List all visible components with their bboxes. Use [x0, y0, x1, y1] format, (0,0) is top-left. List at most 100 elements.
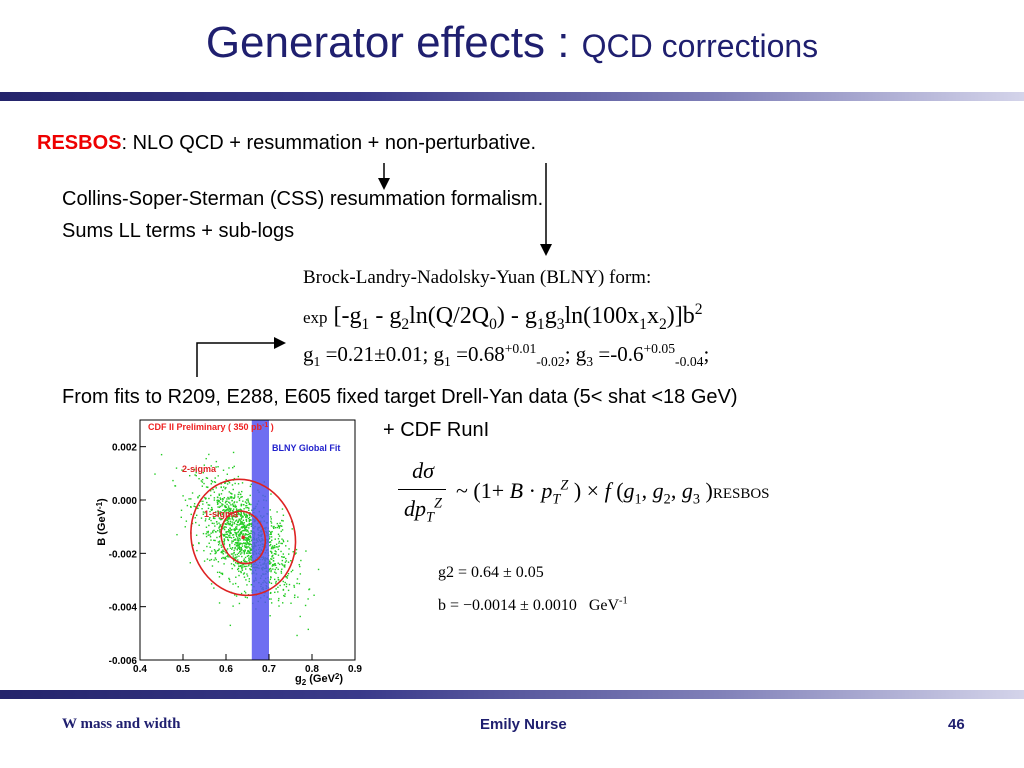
scatter-point [229, 512, 231, 515]
scatter-point [243, 503, 245, 506]
scatter-point [247, 550, 249, 552]
scatter-point [226, 555, 228, 558]
scatter-point [248, 520, 250, 522]
scatter-point [222, 516, 225, 518]
scatter-point [240, 571, 242, 574]
scatter-point [245, 518, 248, 521]
scatter-point [237, 483, 240, 485]
scatter-point [249, 556, 252, 558]
page-number: 46 [948, 716, 965, 733]
scatter-point [205, 457, 207, 460]
scatter-point [212, 516, 215, 518]
scatter-point [232, 553, 234, 555]
scatter-point [279, 584, 281, 587]
scatter-point [240, 532, 243, 535]
scatter-point [228, 536, 231, 539]
scatter-point [234, 594, 236, 596]
scatter-point [281, 519, 283, 522]
plot-ylabel: B (GeV-1) [95, 498, 108, 546]
scatter-point [241, 495, 243, 498]
scatter-point [242, 542, 245, 544]
scatter-point [227, 511, 230, 513]
scatter-point [295, 548, 298, 551]
scatter-point [223, 511, 226, 513]
scatter-point [249, 514, 251, 517]
scatter-point [238, 491, 240, 494]
scatter-point [220, 550, 223, 553]
scatter-point [215, 460, 218, 463]
scatter-point [249, 535, 251, 537]
scatter-point [207, 530, 210, 533]
scatter-point [215, 531, 217, 533]
scatter-point [272, 547, 274, 550]
scatter-point [317, 568, 320, 571]
scatter-point [180, 516, 182, 519]
scatter-point [269, 578, 272, 581]
scatter-point [274, 568, 276, 571]
scatter-point [233, 551, 235, 554]
scatter-point [225, 558, 227, 560]
scatter-point [233, 565, 236, 567]
scatter-point [218, 506, 221, 509]
scatter-point [282, 514, 285, 516]
scatter-point [186, 504, 189, 507]
scatter-point [232, 504, 234, 507]
scatter-point [221, 513, 224, 516]
scatter-point [228, 578, 231, 581]
scatter-point [214, 477, 216, 479]
scatter-point [218, 542, 221, 544]
scatter-point [299, 615, 301, 618]
scatter-point [176, 533, 178, 536]
scatter-point [234, 496, 236, 498]
scatter-point [233, 536, 235, 539]
scatter-point [238, 570, 240, 572]
scatter-point [213, 481, 216, 483]
scatter-point [221, 489, 224, 492]
scatter-point [238, 545, 240, 547]
scatter-point [216, 536, 218, 539]
scatter-point [246, 575, 249, 577]
scatter-point [210, 583, 213, 585]
scatter-point [202, 471, 205, 474]
scatter-point [245, 579, 247, 581]
scatter-point [234, 529, 237, 531]
scatter-point [282, 602, 284, 604]
contour-1-sigma [220, 510, 267, 565]
scatter-point [202, 503, 204, 505]
scatter-point [270, 532, 272, 534]
scatter-point [285, 545, 287, 547]
scatter-point [224, 488, 226, 490]
scatter-point [224, 556, 227, 559]
scatter-point [246, 524, 249, 526]
scatter-point [237, 493, 239, 496]
scatter-point [248, 578, 251, 580]
scatter-point [237, 538, 239, 541]
scatter-point [238, 555, 240, 557]
scatter-point [194, 517, 196, 519]
scatter-point [238, 535, 241, 537]
scatter-point [277, 599, 280, 602]
scatter-point [274, 563, 276, 565]
scatter-point [240, 513, 242, 516]
scatter-point [237, 539, 240, 542]
scatter-point [229, 496, 232, 498]
scatter-point [221, 552, 223, 554]
scatter-point [249, 543, 251, 545]
scatter-point [239, 533, 242, 535]
scatter-point [221, 498, 224, 500]
fit-result-b-value: b = −0.0014 ± 0.0010 [438, 597, 577, 614]
scatter-point [221, 503, 223, 505]
scatter-point [229, 624, 232, 627]
scatter-point [274, 591, 276, 594]
scatter-point [250, 548, 252, 550]
y-tick-label: 0.002 [112, 443, 137, 454]
scatter-point [229, 522, 231, 524]
scatter-point [239, 493, 241, 495]
scatter-point [275, 582, 277, 584]
scatter-point [231, 528, 233, 531]
scatter-point [240, 496, 242, 498]
scatter-point [250, 569, 252, 571]
scatter-point [250, 483, 253, 486]
scatter-point [234, 558, 237, 561]
scatter-point [268, 538, 271, 540]
